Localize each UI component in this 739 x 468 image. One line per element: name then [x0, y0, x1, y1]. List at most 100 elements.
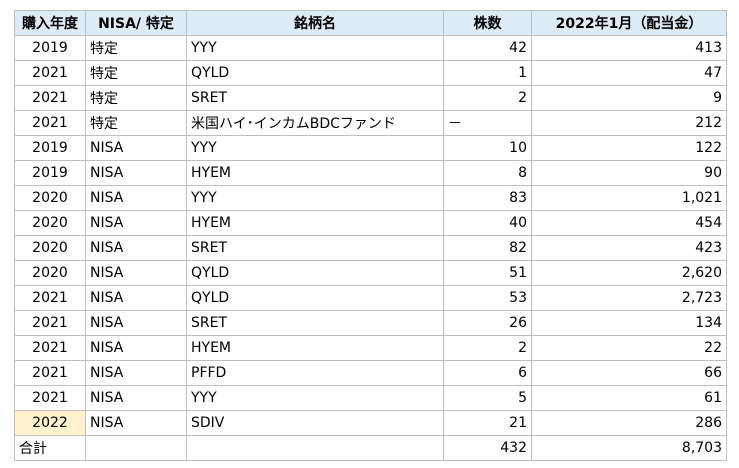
table-row: 2021 NISA PFFD 6 66	[14, 360, 727, 386]
table-cell: 42	[443, 35, 532, 61]
table-cell: SRET	[186, 85, 444, 111]
table-cell: PFFD	[186, 360, 444, 386]
table-cell: 82	[443, 235, 532, 261]
table-cell: 454	[531, 210, 727, 236]
table-cell: 10	[443, 135, 532, 161]
dividend-table: 購入年度 NISA/ 特定 銘柄名 株数 2022年1月（配当金） 2019 特定 YYY 4…	[14, 10, 727, 461]
table-cell: NISA	[85, 410, 187, 436]
table-row: 2021 特定 QYLD 1 47	[14, 60, 727, 86]
table-row: 2022 NISA SDIV 21 286	[14, 410, 727, 436]
table-cell: 5	[443, 385, 532, 411]
table-cell: NISA	[85, 235, 187, 261]
table-cell: 61	[531, 385, 727, 411]
table-cell: NISA	[85, 335, 187, 361]
table-cell: 2	[443, 85, 532, 111]
table-row: 2019 特定 YYY 42 413	[14, 35, 727, 61]
table-cell: 413	[531, 35, 727, 61]
table-cell: 米国ハイ･インカムBDCファンド	[186, 110, 444, 136]
table-cell: NISA	[85, 210, 187, 236]
table-cell: YYY	[186, 35, 444, 61]
table-cell: 2021	[14, 385, 86, 411]
table-cell: QYLD	[186, 60, 444, 86]
table-cell: 423	[531, 235, 727, 261]
header-cell: 銘柄名	[186, 10, 444, 36]
table-row: 2021 NISA QYLD 53 2,723	[14, 285, 727, 311]
table-cell: 21	[443, 410, 532, 436]
table-cell: HYEM	[186, 160, 444, 186]
table-cell: 2021	[14, 60, 86, 86]
table-cell: 212	[531, 110, 727, 136]
table-cell: NISA	[85, 135, 187, 161]
table-row: 2020 NISA QYLD 51 2,620	[14, 260, 727, 286]
table-cell: 2019	[14, 135, 86, 161]
table-cell: －	[443, 110, 532, 136]
table-cell: 134	[531, 310, 727, 336]
table-cell: YYY	[186, 135, 444, 161]
table-cell: 2,723	[531, 285, 727, 311]
table-cell: SRET	[186, 235, 444, 261]
table-row: 2020 NISA YYY 83 1,021	[14, 185, 727, 211]
table-row: 2019 NISA HYEM 8 90	[14, 160, 727, 186]
table-cell: 2021	[14, 85, 86, 111]
table-cell: 特定	[85, 60, 187, 86]
table-row: 2021 特定 米国ハイ･インカムBDCファンド－ 212	[14, 110, 727, 136]
table-cell: NISA	[85, 310, 187, 336]
table-cell: SDIV	[186, 410, 444, 436]
table-cell: QYLD	[186, 260, 444, 286]
table-row: 2021 特定 SRET 2 9	[14, 85, 727, 111]
table-cell: 66	[531, 360, 727, 386]
table-cell: 53	[443, 285, 532, 311]
total-shares: 432	[443, 435, 532, 461]
table-cell: 83	[443, 185, 532, 211]
table-cell: 122	[531, 135, 727, 161]
table-cell: NISA	[85, 260, 187, 286]
table-cell: 2020	[14, 235, 86, 261]
table-cell: 22	[531, 335, 727, 361]
table-cell: 2021	[14, 310, 86, 336]
table-cell: 2021	[14, 335, 86, 361]
table-cell	[85, 435, 187, 461]
header-cell: 購入年度	[14, 10, 86, 36]
table-cell: 26	[443, 310, 532, 336]
table-cell	[186, 435, 444, 461]
table-cell: 2019	[14, 160, 86, 186]
table-cell: 1,021	[531, 185, 727, 211]
table-cell: NISA	[85, 385, 187, 411]
table-cell: 2020	[14, 185, 86, 211]
table-cell: YYY	[186, 385, 444, 411]
table-cell: 1	[443, 60, 532, 86]
table-row: 2020 NISA HYEM 40 454	[14, 210, 727, 236]
table-cell: 286	[531, 410, 727, 436]
table-cell: 90	[531, 160, 727, 186]
table-row: 2021 NISA HYEM 2 22	[14, 335, 727, 361]
table-cell: 2022	[14, 410, 86, 436]
table-row: 2020 NISA SRET 82 423	[14, 235, 727, 261]
table-cell: HYEM	[186, 335, 444, 361]
total-label: 合計	[14, 435, 86, 461]
table-cell: HYEM	[186, 210, 444, 236]
table-cell: 2021	[14, 285, 86, 311]
table-row: 2021 NISA SRET 26 134	[14, 310, 727, 336]
total-dividend: 8,703	[531, 435, 727, 461]
table-cell: 特定	[85, 110, 187, 136]
table-cell: 特定	[85, 85, 187, 111]
table-cell: 2,620	[531, 260, 727, 286]
table-cell: 2020	[14, 260, 86, 286]
table-cell: 2	[443, 335, 532, 361]
table-cell: 2021	[14, 110, 86, 136]
total-row: 合計 432 8,703	[14, 435, 727, 461]
header-cell: 2022年1月（配当金）	[531, 10, 727, 36]
table-cell: YYY	[186, 185, 444, 211]
table-cell: 2020	[14, 210, 86, 236]
table-cell: NISA	[85, 160, 187, 186]
table-cell: 2019	[14, 35, 86, 61]
table-row: 2019 NISA YYY 10 122	[14, 135, 727, 161]
header-row: 購入年度 NISA/ 特定 銘柄名 株数 2022年1月（配当金）	[14, 10, 727, 36]
table-cell: 9	[531, 85, 727, 111]
table-cell: 2021	[14, 360, 86, 386]
table-cell: 特定	[85, 35, 187, 61]
table-cell: 6	[443, 360, 532, 386]
table-cell: QYLD	[186, 285, 444, 311]
table-cell: 51	[443, 260, 532, 286]
